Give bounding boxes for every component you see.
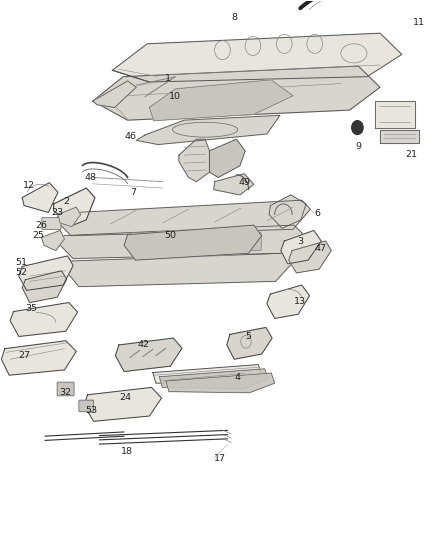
FancyBboxPatch shape [57, 382, 74, 396]
Polygon shape [289, 241, 331, 273]
Polygon shape [166, 373, 275, 393]
Polygon shape [93, 66, 380, 120]
Polygon shape [59, 225, 303, 259]
Polygon shape [136, 115, 280, 144]
Polygon shape [209, 139, 245, 177]
Polygon shape [1, 341, 76, 375]
Text: 1: 1 [165, 74, 171, 83]
Text: 46: 46 [124, 132, 136, 141]
Text: 13: 13 [294, 297, 306, 306]
Text: 52: 52 [15, 268, 28, 277]
FancyBboxPatch shape [233, 232, 261, 251]
Text: 21: 21 [405, 150, 417, 159]
Text: 32: 32 [60, 388, 72, 397]
FancyBboxPatch shape [42, 217, 61, 229]
Polygon shape [64, 253, 293, 287]
Text: 12: 12 [23, 181, 35, 190]
FancyBboxPatch shape [131, 232, 159, 251]
Polygon shape [149, 80, 293, 120]
Text: 10: 10 [169, 92, 180, 101]
FancyBboxPatch shape [184, 232, 211, 251]
Polygon shape [57, 200, 311, 236]
Text: 24: 24 [119, 393, 131, 402]
Text: 11: 11 [413, 18, 425, 27]
Polygon shape [124, 225, 261, 260]
Text: 23: 23 [51, 208, 63, 217]
Text: 50: 50 [165, 231, 177, 240]
Polygon shape [269, 195, 306, 228]
Polygon shape [22, 271, 67, 303]
Text: 9: 9 [356, 142, 362, 151]
Polygon shape [93, 81, 136, 108]
Polygon shape [159, 369, 268, 389]
Text: 47: 47 [315, 244, 327, 253]
Polygon shape [84, 387, 162, 421]
Text: 17: 17 [214, 454, 226, 463]
Text: 5: 5 [245, 332, 251, 341]
Text: 25: 25 [32, 231, 44, 240]
Text: 3: 3 [297, 237, 304, 246]
Polygon shape [214, 174, 254, 195]
Text: 53: 53 [85, 406, 97, 415]
Text: 35: 35 [25, 304, 38, 313]
Text: 8: 8 [231, 13, 237, 22]
Polygon shape [19, 256, 73, 290]
Circle shape [352, 120, 363, 134]
Polygon shape [113, 33, 402, 82]
Polygon shape [42, 230, 64, 251]
Polygon shape [10, 303, 78, 336]
Polygon shape [375, 101, 415, 127]
Polygon shape [153, 365, 261, 384]
Polygon shape [281, 230, 321, 264]
Polygon shape [227, 327, 272, 359]
Polygon shape [267, 285, 310, 318]
Text: 49: 49 [239, 178, 251, 187]
Text: 4: 4 [234, 373, 240, 382]
Text: 18: 18 [121, 447, 133, 456]
FancyBboxPatch shape [79, 400, 94, 412]
Polygon shape [380, 130, 419, 143]
Polygon shape [58, 207, 81, 227]
Text: 7: 7 [131, 188, 136, 197]
Text: 26: 26 [35, 221, 47, 230]
Text: 42: 42 [137, 341, 149, 350]
Text: 51: 51 [15, 258, 28, 266]
Polygon shape [179, 139, 209, 182]
Text: 2: 2 [63, 197, 69, 206]
Polygon shape [22, 183, 58, 213]
Polygon shape [116, 338, 182, 372]
Polygon shape [53, 188, 95, 225]
Text: 6: 6 [315, 209, 321, 218]
Text: 27: 27 [18, 351, 30, 360]
Text: 48: 48 [84, 173, 96, 182]
